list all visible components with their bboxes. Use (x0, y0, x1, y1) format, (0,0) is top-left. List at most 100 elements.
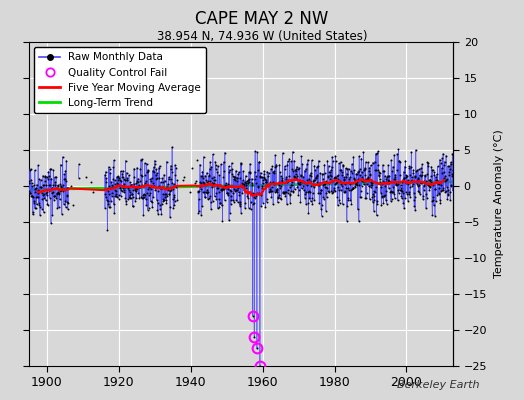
Point (374, 162, 383, 168)
Point (323, 172, 332, 179)
Point (128, 190, 136, 197)
Point (54, 189, 63, 195)
Point (331, 153, 340, 159)
Point (30, 167, 39, 174)
Point (319, 182, 328, 188)
Point (448, 172, 456, 179)
Point (266, 179, 275, 186)
Point (264, 182, 272, 188)
Point (101, 168, 110, 175)
Point (344, 197, 353, 204)
Point (389, 164, 397, 170)
Point (311, 182, 319, 188)
Point (42, 190, 50, 196)
Point (110, 210, 118, 216)
Point (110, 157, 118, 164)
Point (122, 200, 130, 207)
Point (255, 190, 263, 197)
Point (356, 166, 364, 172)
Point (215, 204, 223, 211)
Point (250, 334, 258, 340)
Point (395, 158, 403, 165)
Point (260, 171, 269, 178)
Point (342, 165, 350, 172)
Point (400, 164, 409, 170)
Point (162, 191, 170, 198)
Point (140, 194, 148, 200)
Point (401, 158, 409, 164)
Point (415, 189, 423, 195)
Point (40, 191, 48, 198)
Point (419, 183, 428, 189)
Point (114, 181, 122, 187)
Point (161, 191, 169, 197)
Point (203, 170, 211, 176)
Point (442, 152, 450, 159)
Point (161, 197, 170, 204)
Point (25, 178, 34, 184)
Point (284, 186, 292, 193)
Point (300, 167, 309, 174)
Point (204, 178, 213, 184)
Point (353, 171, 361, 177)
Point (42, 192, 51, 199)
Point (401, 195, 409, 202)
Point (346, 168, 355, 174)
Point (131, 185, 139, 191)
Point (111, 177, 119, 184)
Point (208, 179, 216, 186)
Point (126, 192, 135, 198)
Point (228, 166, 236, 172)
Point (418, 161, 427, 168)
Point (101, 172, 109, 178)
Point (210, 177, 219, 183)
Point (221, 182, 230, 188)
Point (214, 188, 223, 195)
Point (267, 188, 275, 194)
Point (206, 159, 214, 165)
Point (202, 177, 211, 183)
Point (108, 183, 117, 190)
Point (443, 196, 452, 202)
Point (358, 177, 366, 184)
Point (298, 178, 307, 184)
Point (334, 172, 343, 179)
Point (168, 144, 176, 150)
Point (442, 187, 450, 194)
Point (396, 172, 404, 178)
Point (43, 188, 51, 195)
Point (48, 212, 57, 218)
Point (335, 196, 344, 203)
Point (40, 195, 49, 201)
Point (26, 167, 34, 173)
Point (435, 190, 443, 197)
Point (222, 184, 231, 191)
Point (241, 178, 249, 185)
Point (419, 193, 428, 199)
Point (327, 188, 335, 194)
Point (424, 160, 433, 166)
Point (328, 178, 336, 184)
Point (148, 175, 156, 181)
Point (257, 192, 266, 198)
Point (355, 218, 363, 224)
Point (424, 177, 433, 184)
Point (299, 182, 307, 189)
Point (255, 159, 263, 166)
Point (271, 152, 279, 158)
Point (380, 183, 389, 189)
Point (354, 176, 363, 182)
Point (421, 178, 430, 184)
Point (365, 196, 374, 202)
Point (437, 187, 445, 194)
Point (353, 179, 362, 186)
Point (318, 202, 326, 208)
Point (332, 180, 341, 186)
Point (220, 186, 228, 193)
Point (341, 188, 349, 194)
Point (282, 173, 290, 180)
Point (444, 192, 453, 198)
Point (49, 167, 58, 173)
Point (198, 168, 206, 175)
Point (286, 191, 294, 197)
